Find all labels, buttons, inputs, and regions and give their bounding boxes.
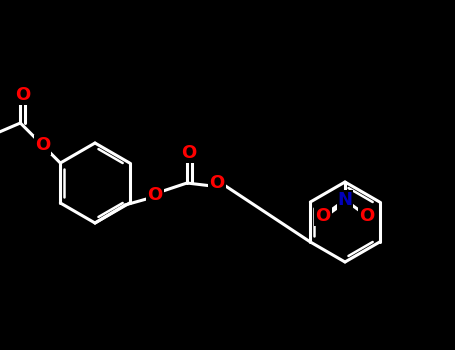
Text: N: N [338, 191, 353, 209]
Text: O: O [15, 86, 30, 104]
Text: O: O [315, 207, 331, 225]
Text: O: O [209, 174, 225, 192]
Text: O: O [182, 144, 197, 162]
Text: O: O [35, 136, 50, 154]
Text: O: O [147, 186, 162, 204]
Text: O: O [359, 207, 374, 225]
